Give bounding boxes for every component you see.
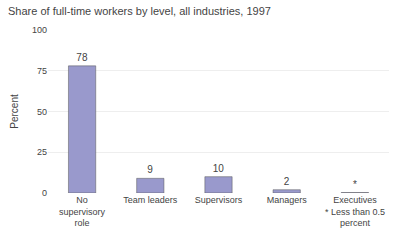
- svg-text:Percent: Percent: [9, 94, 20, 129]
- svg-text:75: 75: [37, 66, 47, 76]
- svg-text:Share of full-time workers by: Share of full-time workers by level, all…: [8, 5, 271, 17]
- svg-text:100: 100: [32, 25, 47, 35]
- svg-text:2: 2: [284, 176, 290, 187]
- svg-text:Supervisors: Supervisors: [195, 195, 243, 205]
- svg-text:Managers: Managers: [267, 195, 308, 205]
- svg-text:*: *: [353, 179, 357, 190]
- svg-text:0: 0: [42, 188, 47, 198]
- svg-text:Team leaders: Team leaders: [123, 195, 178, 205]
- svg-text:9: 9: [147, 164, 153, 175]
- svg-text:Nosupervisoryrole: Nosupervisoryrole: [59, 195, 106, 228]
- svg-text:50: 50: [37, 107, 47, 117]
- svg-text:78: 78: [76, 52, 88, 63]
- svg-text:Executives* Less than 0.5perce: Executives* Less than 0.5percent: [325, 195, 385, 228]
- svg-text:10: 10: [213, 163, 225, 174]
- svg-text:25: 25: [37, 147, 47, 157]
